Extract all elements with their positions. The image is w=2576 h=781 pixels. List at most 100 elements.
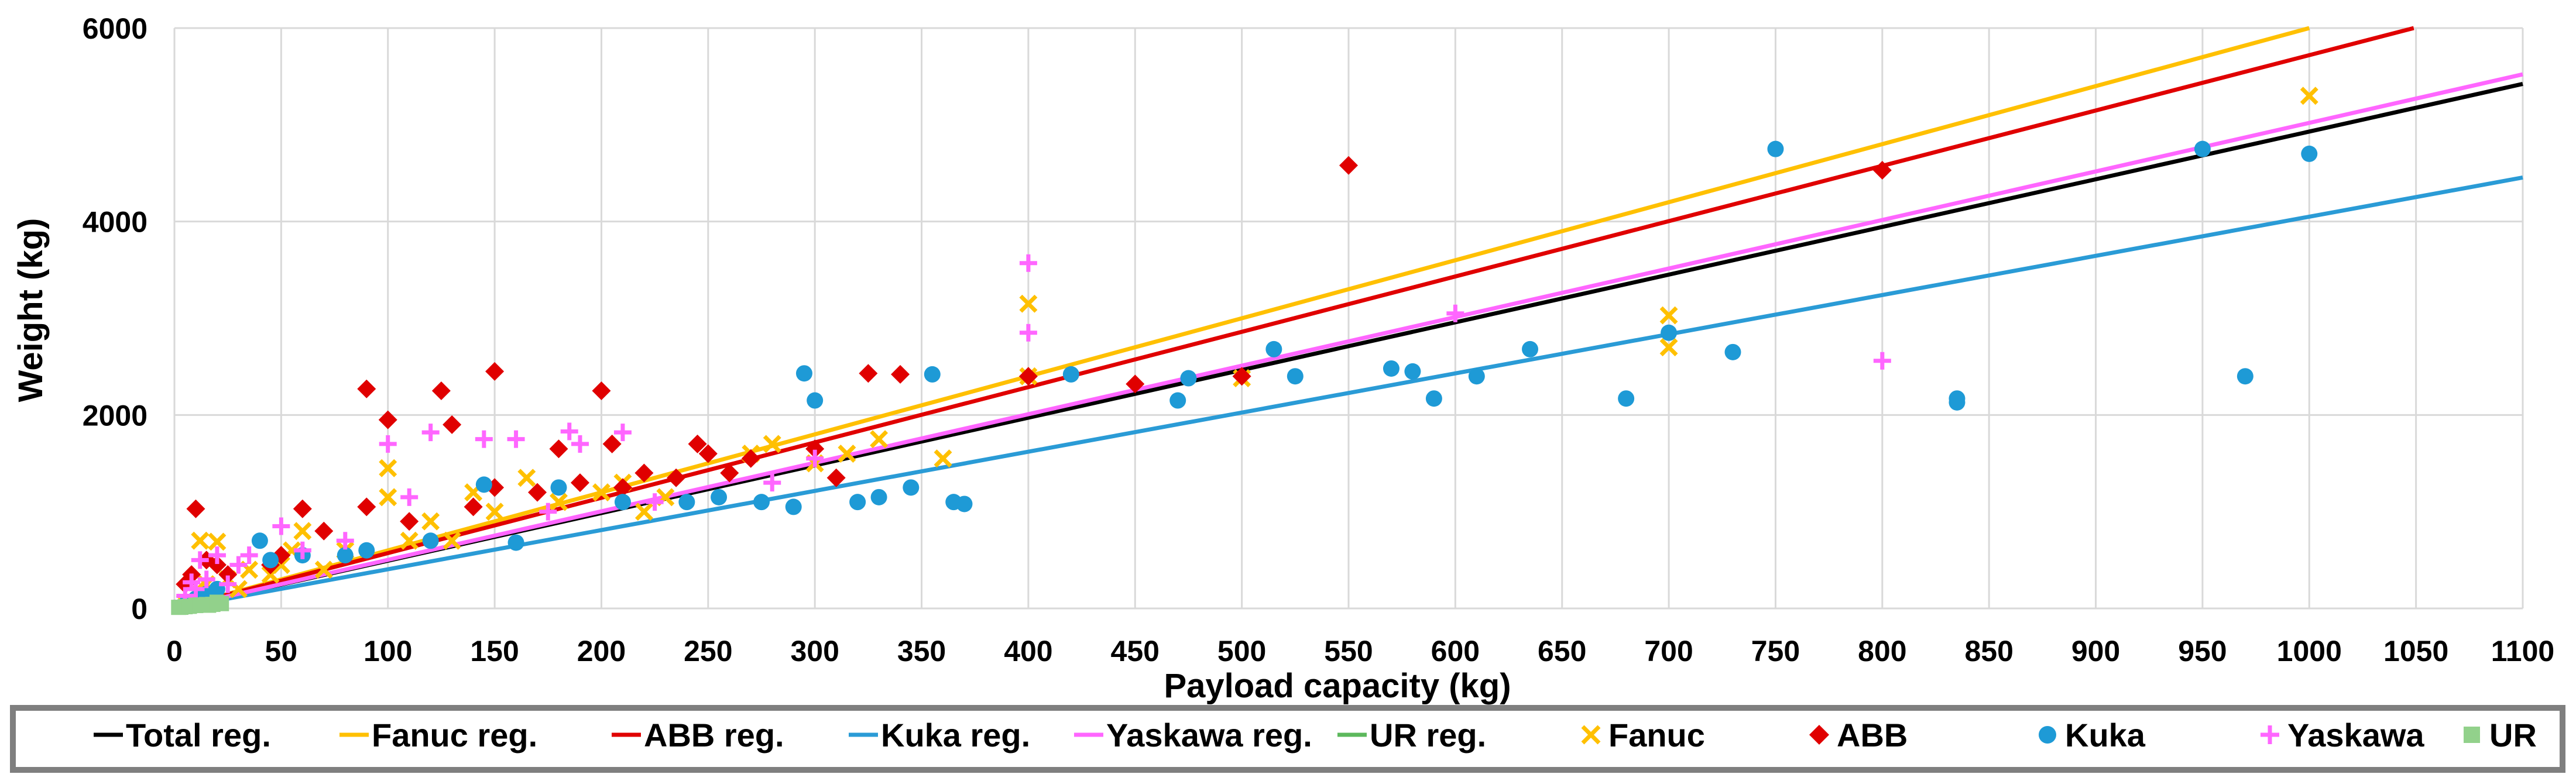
x-tick-label-1: 50 xyxy=(265,635,298,668)
x-tick-label-18: 900 xyxy=(2071,635,2120,668)
kuka-point-26 xyxy=(1062,366,1079,383)
regression-line-kuka-reg xyxy=(174,175,2523,611)
yaskawa-point-8 xyxy=(240,546,258,565)
yaskawa-point-14 xyxy=(421,424,440,442)
kuka-point-23 xyxy=(924,366,941,383)
abb-point-8 xyxy=(293,499,312,518)
abb-point-30 xyxy=(741,449,760,468)
ur-point-11 xyxy=(214,596,229,611)
x-tick-label-7: 350 xyxy=(897,635,946,668)
kuka-point-32 xyxy=(1404,363,1421,380)
abb-point-22 xyxy=(592,381,611,400)
grid-lines xyxy=(173,27,2524,610)
legend-label: ABB reg. xyxy=(644,717,784,754)
kuka-point-42 xyxy=(2194,140,2211,157)
abb-point-11 xyxy=(357,497,376,517)
x-tick-label-14: 700 xyxy=(1644,635,1693,668)
y-tick-label-1: 2000 xyxy=(83,399,148,432)
yaskawa-point-12 xyxy=(379,435,397,453)
fanuc-point-38 xyxy=(2300,87,2318,105)
fanuc-point-11 xyxy=(293,522,312,541)
x-tick-label-11: 550 xyxy=(1324,635,1373,668)
kuka-point-19 xyxy=(807,392,824,409)
kuka-point-35 xyxy=(1522,340,1539,357)
fanuc-point-17 xyxy=(421,512,440,531)
abb-point-20 xyxy=(549,439,568,459)
abb-point-21 xyxy=(570,473,589,493)
abb-point-36 xyxy=(1126,374,1145,394)
y-axis-ticks: 0 2000 4000 6000 xyxy=(83,12,148,625)
kuka-point-38 xyxy=(1724,343,1741,360)
x-axis-ticks: 0 50 100 150 200 250 300 350 400 450 500 550 600 650 7… xyxy=(166,635,2554,668)
yaskawa-point-24 xyxy=(1019,254,1037,272)
abb-point-16 xyxy=(464,497,483,517)
legend-item-abb-reg: ABB reg. xyxy=(612,717,784,754)
x-tick-label-5: 250 xyxy=(684,635,732,668)
yaskawa-point-22 xyxy=(763,474,781,492)
abb-point-28 xyxy=(698,444,718,463)
kuka-point-8 xyxy=(358,542,375,559)
yaskawa-point-4 xyxy=(197,570,215,589)
abb-point-39 xyxy=(1872,161,1892,180)
legend-item-ur-reg: UR reg. xyxy=(1337,717,1486,754)
y-tick-label-2: 4000 xyxy=(83,206,148,239)
abb-point-13 xyxy=(400,512,419,531)
kuka-point-39 xyxy=(1767,140,1784,157)
y-tick-label-3: 6000 xyxy=(83,12,148,45)
x-tick-label-8: 400 xyxy=(1004,635,1052,668)
legend-swatch xyxy=(2261,725,2279,744)
yaskawa-point-3 xyxy=(191,551,209,569)
abb-point-27 xyxy=(688,434,707,453)
kuka-point-27 xyxy=(1169,392,1186,409)
yaskawa-point-6 xyxy=(219,575,237,593)
x-axis-title: Payload capacity (kg) xyxy=(1164,667,1511,705)
kuka-point-13 xyxy=(614,494,631,511)
x-tick-label-0: 0 xyxy=(166,635,183,668)
fanuc-point-25 xyxy=(634,503,653,521)
legend-swatch xyxy=(2039,726,2056,744)
kuka-point-37 xyxy=(1661,324,1678,341)
fanuc-point-32 xyxy=(934,449,952,468)
kuka-point-22 xyxy=(903,479,920,496)
abb-point-29 xyxy=(720,463,739,483)
abb-point-33 xyxy=(859,364,878,383)
kuka-point-28 xyxy=(1180,370,1197,387)
yaskawa-point-27 xyxy=(1873,352,1891,370)
kuka-point-20 xyxy=(849,494,866,511)
legend-swatch xyxy=(1581,725,1601,745)
kuka-point-9 xyxy=(422,532,439,549)
legend: Total reg. Fanuc reg. ABB reg. Kuka reg. Yas… xyxy=(10,705,2565,773)
x-tick-label-17: 850 xyxy=(1964,635,2013,668)
regression-line-abb-reg xyxy=(174,26,2414,611)
legend-item-total-reg: Total reg. xyxy=(94,717,271,754)
legend-swatch xyxy=(1809,725,1829,745)
fanuc-point-15 xyxy=(379,459,397,477)
yaskawa-point-11 xyxy=(336,532,354,550)
x-tick-label-13: 650 xyxy=(1538,635,1586,668)
yaskawa-point-18 xyxy=(560,422,578,441)
legend-item-fanuc-reg: Fanuc reg. xyxy=(339,717,537,754)
kuka-point-18 xyxy=(795,365,812,382)
x-tick-label-22: 1100 xyxy=(2491,635,2554,668)
abb-point-12 xyxy=(378,410,397,429)
legend-label: Kuka reg. xyxy=(881,717,1030,754)
x-tick-label-4: 200 xyxy=(577,635,626,668)
abb-point-14 xyxy=(431,381,451,400)
legend-item-ur: UR xyxy=(2464,717,2537,754)
kuka-point-34 xyxy=(1468,368,1485,385)
x-tick-label-19: 950 xyxy=(2178,635,2227,668)
data-points xyxy=(171,87,2318,615)
legend-label: Yaskawa reg. xyxy=(1106,717,1312,754)
yaskawa-point-21 xyxy=(646,493,664,511)
yaskawa-point-25 xyxy=(1019,324,1037,342)
yaskawa-point-5 xyxy=(208,546,226,565)
abb-point-34 xyxy=(891,364,910,384)
abb-point-24 xyxy=(613,478,632,497)
legend-label: Fanuc reg. xyxy=(372,717,537,754)
kuka-point-4 xyxy=(251,532,268,549)
yaskawa-point-16 xyxy=(507,430,525,448)
abb-point-31 xyxy=(805,439,825,459)
kuka-point-21 xyxy=(870,488,887,505)
yaskawa-point-20 xyxy=(613,424,632,442)
legend-swatch xyxy=(2464,727,2480,743)
